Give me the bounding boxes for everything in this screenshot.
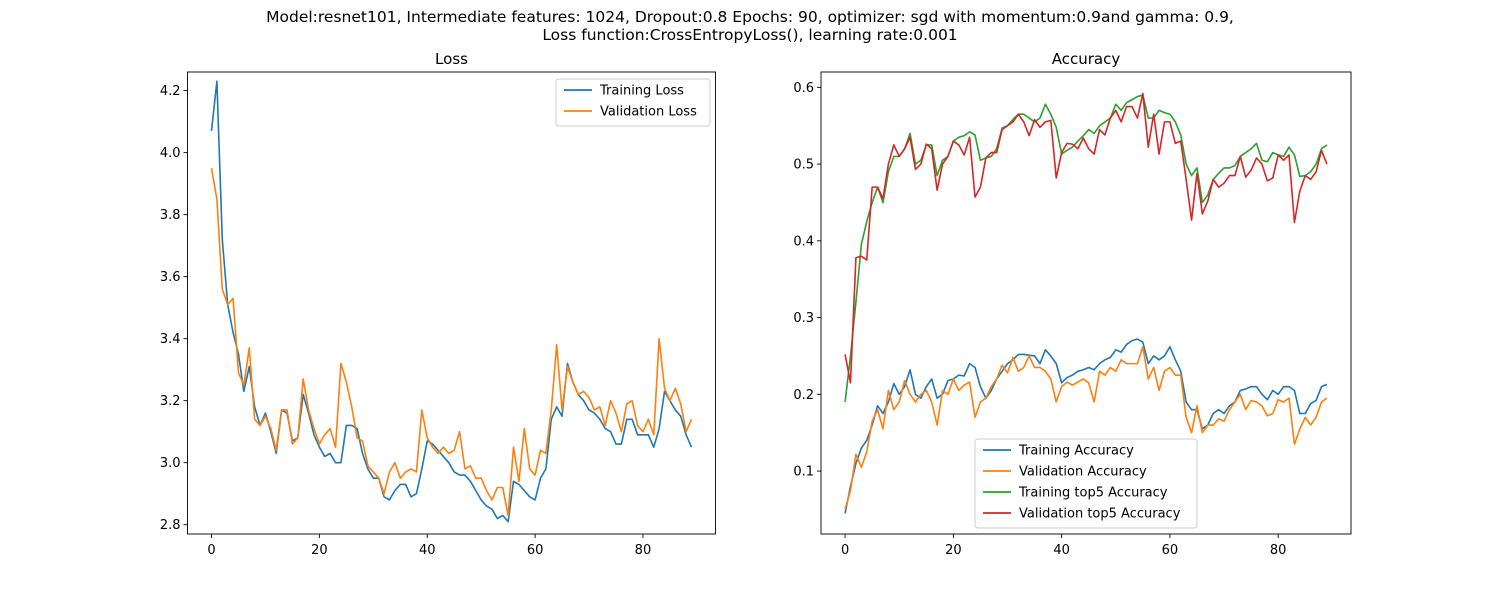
legend-label: Validation Loss xyxy=(600,105,697,120)
series-line-training-accuracy xyxy=(844,338,1328,514)
plot-frame xyxy=(820,71,1352,535)
y-tick-label: 0.3 xyxy=(793,311,814,326)
y-tick-label: 3.0 xyxy=(160,456,181,471)
y-tick-label: 3.8 xyxy=(160,208,181,223)
legend: Training Accuracy Validation Accuracy Trai… xyxy=(974,438,1198,529)
x-tick-label: 40 xyxy=(1053,543,1070,558)
legend-label: Training Loss xyxy=(599,84,684,99)
y-tick-label: 3.4 xyxy=(160,332,181,347)
x-tick-label: 80 xyxy=(1270,543,1287,558)
x-tick-label: 20 xyxy=(945,543,962,558)
series-line-training-loss xyxy=(210,80,693,523)
legend-label: Validation top5 Accuracy xyxy=(1019,507,1181,522)
x-tick-label: 20 xyxy=(311,543,328,558)
y-tick-label: 3.6 xyxy=(160,270,181,285)
y-tick-label: 0.1 xyxy=(793,465,814,480)
chart-accuracy: Accuracy 0 20 40 60 80 0.1 0.2 0.3 0.4 0.5 0.6 Train… xyxy=(793,50,1352,558)
x-tick-label: 0 xyxy=(207,543,215,558)
y-tick-label: 0.2 xyxy=(793,388,814,403)
y-tick-label: 2.8 xyxy=(160,518,181,533)
chart-title: Accuracy xyxy=(1052,50,1121,68)
y-tick-label: 3.2 xyxy=(160,394,181,409)
x-tick-label: 40 xyxy=(419,543,436,558)
series-line-training-top5-accuracy xyxy=(844,94,1328,403)
y-tick-label: 0.5 xyxy=(793,158,814,173)
series-line-validation-loss xyxy=(210,167,693,517)
legend-label: Validation Accuracy xyxy=(1019,465,1147,480)
legend-box xyxy=(555,78,711,127)
x-tick-label: 80 xyxy=(635,543,652,558)
suptitle-line-2: Loss function:CrossEntropyLoss(), learni… xyxy=(542,26,958,44)
legend-label: Training top5 Accuracy xyxy=(1018,486,1168,501)
legend-label: Training Accuracy xyxy=(1018,444,1134,459)
x-tick-label: 60 xyxy=(1162,543,1179,558)
series-line-validation-accuracy xyxy=(844,345,1328,510)
x-tick-label: 0 xyxy=(841,543,849,558)
legend: Training Loss Validation Loss xyxy=(555,78,711,127)
y-tick-label: 4.0 xyxy=(160,146,181,161)
legend-box xyxy=(974,438,1198,529)
y-tick-label: 4.2 xyxy=(160,84,181,99)
y-tick-label: 0.6 xyxy=(793,81,814,96)
x-tick-label: 60 xyxy=(527,543,544,558)
plot-frame xyxy=(187,71,716,535)
figure-suptitle: Model:resnet101, Intermediate features: … xyxy=(0,8,1500,44)
suptitle-line-1: Model:resnet101, Intermediate features: … xyxy=(266,8,1234,26)
y-tick-label: 0.4 xyxy=(793,234,814,249)
series-line-validation-top5-accuracy xyxy=(844,92,1328,384)
chart-loss: Loss 0 20 40 60 80 2.8 3.0 3.2 3.4 3.6 3.8 4.0 4.2 Tra… xyxy=(160,50,716,558)
chart-title: Loss xyxy=(435,50,468,68)
